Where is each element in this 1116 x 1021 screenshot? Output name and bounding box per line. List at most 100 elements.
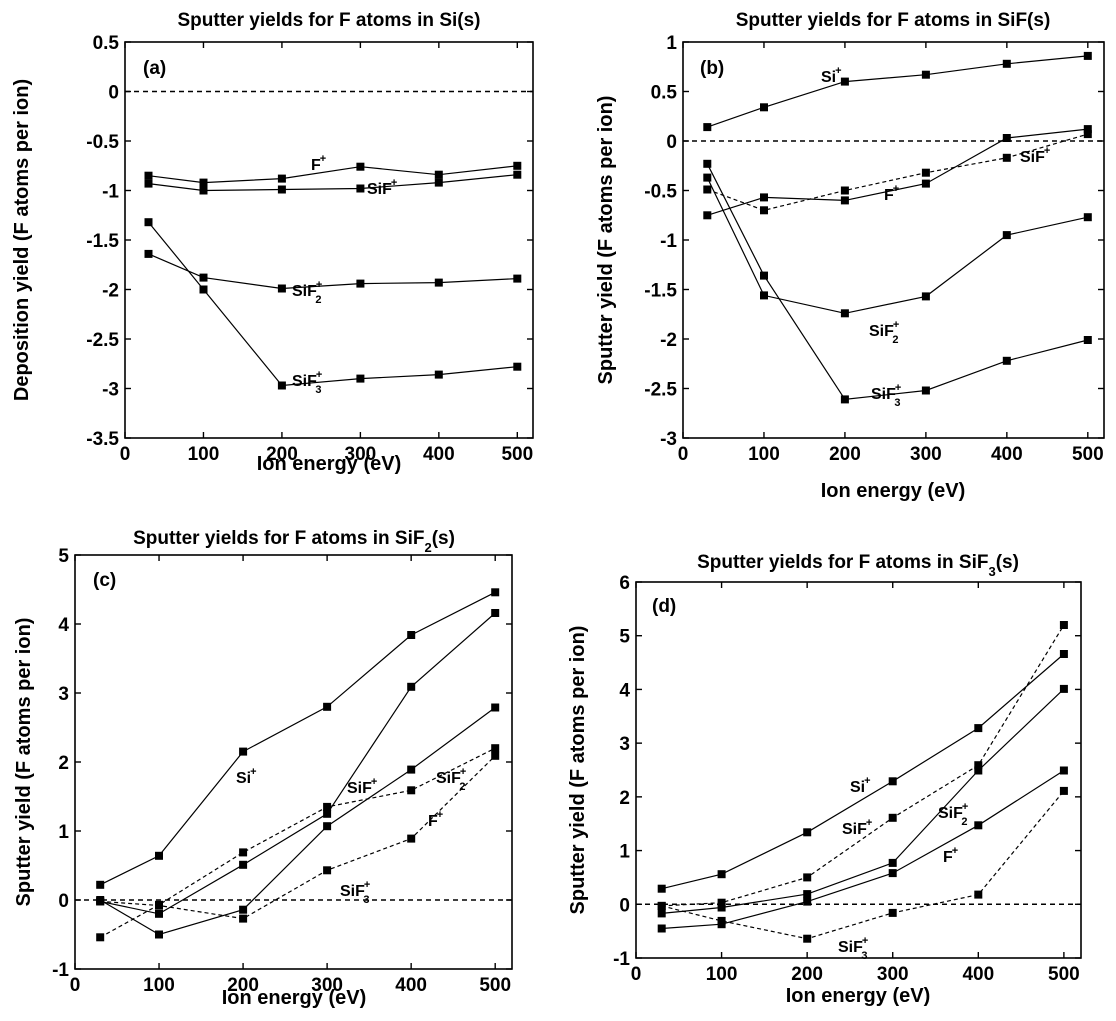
data-point	[239, 747, 248, 756]
data-point	[491, 751, 500, 760]
x-tick-label: 400	[991, 444, 1023, 465]
data-point	[323, 802, 332, 811]
data-point	[513, 170, 522, 179]
data-point	[491, 744, 500, 753]
chart-title: Sputter yields for F atoms in SiF(s)	[736, 10, 1051, 31]
x-tick-label: 200	[227, 975, 259, 996]
data-point	[1002, 356, 1011, 365]
panel-label: (b)	[700, 58, 724, 79]
series-line	[707, 133, 1088, 211]
x-axis-label: Ion energy (eV)	[821, 480, 965, 502]
series-label: SiF+ 3	[871, 382, 901, 409]
series-label: Si+	[850, 775, 871, 796]
series-label: SiF+ 2	[292, 279, 322, 306]
y-tick-label: 0	[666, 132, 677, 153]
series-line	[706, 177, 1088, 314]
y-tick-label: 6	[619, 573, 630, 594]
data-point	[1059, 786, 1068, 795]
data-point	[974, 724, 983, 733]
data-point	[974, 761, 983, 770]
series-label: SiF+ 2	[436, 766, 466, 793]
series-label: SiF+	[367, 177, 397, 198]
y-axis-label: Sputter yield (F atoms per ion)	[595, 96, 617, 385]
data-point	[1059, 684, 1068, 693]
data-point	[974, 766, 983, 775]
data-point	[717, 898, 726, 907]
series-label: F+	[943, 845, 958, 866]
data-point	[491, 588, 500, 597]
y-tick-label: -3.5	[86, 429, 119, 450]
data-point	[657, 884, 666, 893]
y-tick-label: 1	[58, 822, 69, 843]
data-point	[323, 866, 332, 875]
data-point	[1083, 51, 1092, 60]
data-point	[760, 271, 768, 280]
data-point	[239, 860, 248, 869]
chart-title: Sputter yields for F atoms in Si(s)	[178, 10, 481, 31]
data-point	[703, 123, 712, 132]
y-tick-label: -3	[102, 380, 119, 401]
data-point	[1059, 766, 1068, 775]
data-point	[323, 822, 332, 831]
y-tick-label: -0.5	[644, 182, 677, 203]
data-point	[803, 890, 812, 899]
data-point	[239, 905, 248, 914]
data-point	[888, 869, 897, 878]
series-label: SiF+	[842, 817, 872, 838]
x-tick-label: 100	[748, 444, 780, 465]
y-tick-label: -1	[660, 231, 677, 252]
data-point	[407, 765, 416, 774]
x-tick-label: 400	[423, 444, 455, 465]
y-tick-label: -2	[102, 281, 119, 302]
series-line	[99, 591, 496, 886]
series-label: SiF+	[347, 776, 377, 797]
chart-title: Sputter yields for F atoms in SiF2(s)	[133, 528, 455, 555]
data-point	[703, 211, 712, 220]
series-line	[661, 688, 1065, 914]
data-point	[199, 285, 208, 294]
data-point	[356, 162, 365, 171]
data-point	[1002, 134, 1011, 142]
data-point	[96, 880, 105, 889]
data-point	[144, 249, 153, 258]
data-point	[155, 930, 163, 939]
data-point	[921, 179, 930, 188]
y-tick-label: 0.5	[651, 83, 678, 104]
series-label: SiF+ 3	[340, 879, 370, 906]
data-point	[1083, 130, 1092, 139]
y-tick-label: 0	[108, 83, 119, 104]
y-tick-label: 3	[58, 684, 69, 705]
y-tick-label: -1	[102, 182, 119, 203]
data-point	[1002, 59, 1011, 68]
data-point	[840, 186, 849, 195]
x-tick-label: 0	[70, 975, 81, 996]
y-axis-label: Sputter yield (F atoms per ion)	[567, 626, 589, 915]
data-point	[888, 777, 897, 786]
data-point	[155, 851, 163, 860]
data-point	[239, 914, 248, 923]
data-point	[803, 873, 812, 882]
panel-label: (a)	[143, 58, 166, 79]
data-point	[199, 178, 208, 187]
data-point	[1083, 336, 1092, 344]
data-point	[803, 897, 812, 906]
series-line	[661, 624, 1065, 907]
data-point	[840, 395, 849, 404]
data-point	[144, 179, 153, 188]
data-point	[760, 193, 768, 202]
data-point	[356, 184, 365, 193]
x-tick-label: 200	[266, 444, 298, 465]
x-tick-label: 300	[311, 975, 343, 996]
x-tick-label: 0	[120, 444, 131, 465]
series-label: F+	[428, 809, 443, 830]
data-point	[1002, 153, 1011, 162]
data-point	[1059, 621, 1068, 629]
data-point	[407, 682, 416, 691]
data-point	[144, 171, 153, 180]
x-axis-label: Ion energy (eV)	[222, 987, 366, 1009]
x-tick-label: 100	[143, 975, 175, 996]
series-line	[148, 253, 518, 290]
series-line	[707, 55, 1088, 128]
series-label: SiF+ 3	[292, 369, 322, 396]
y-axis-label: Sputter yield (F atoms per ion)	[13, 618, 35, 907]
